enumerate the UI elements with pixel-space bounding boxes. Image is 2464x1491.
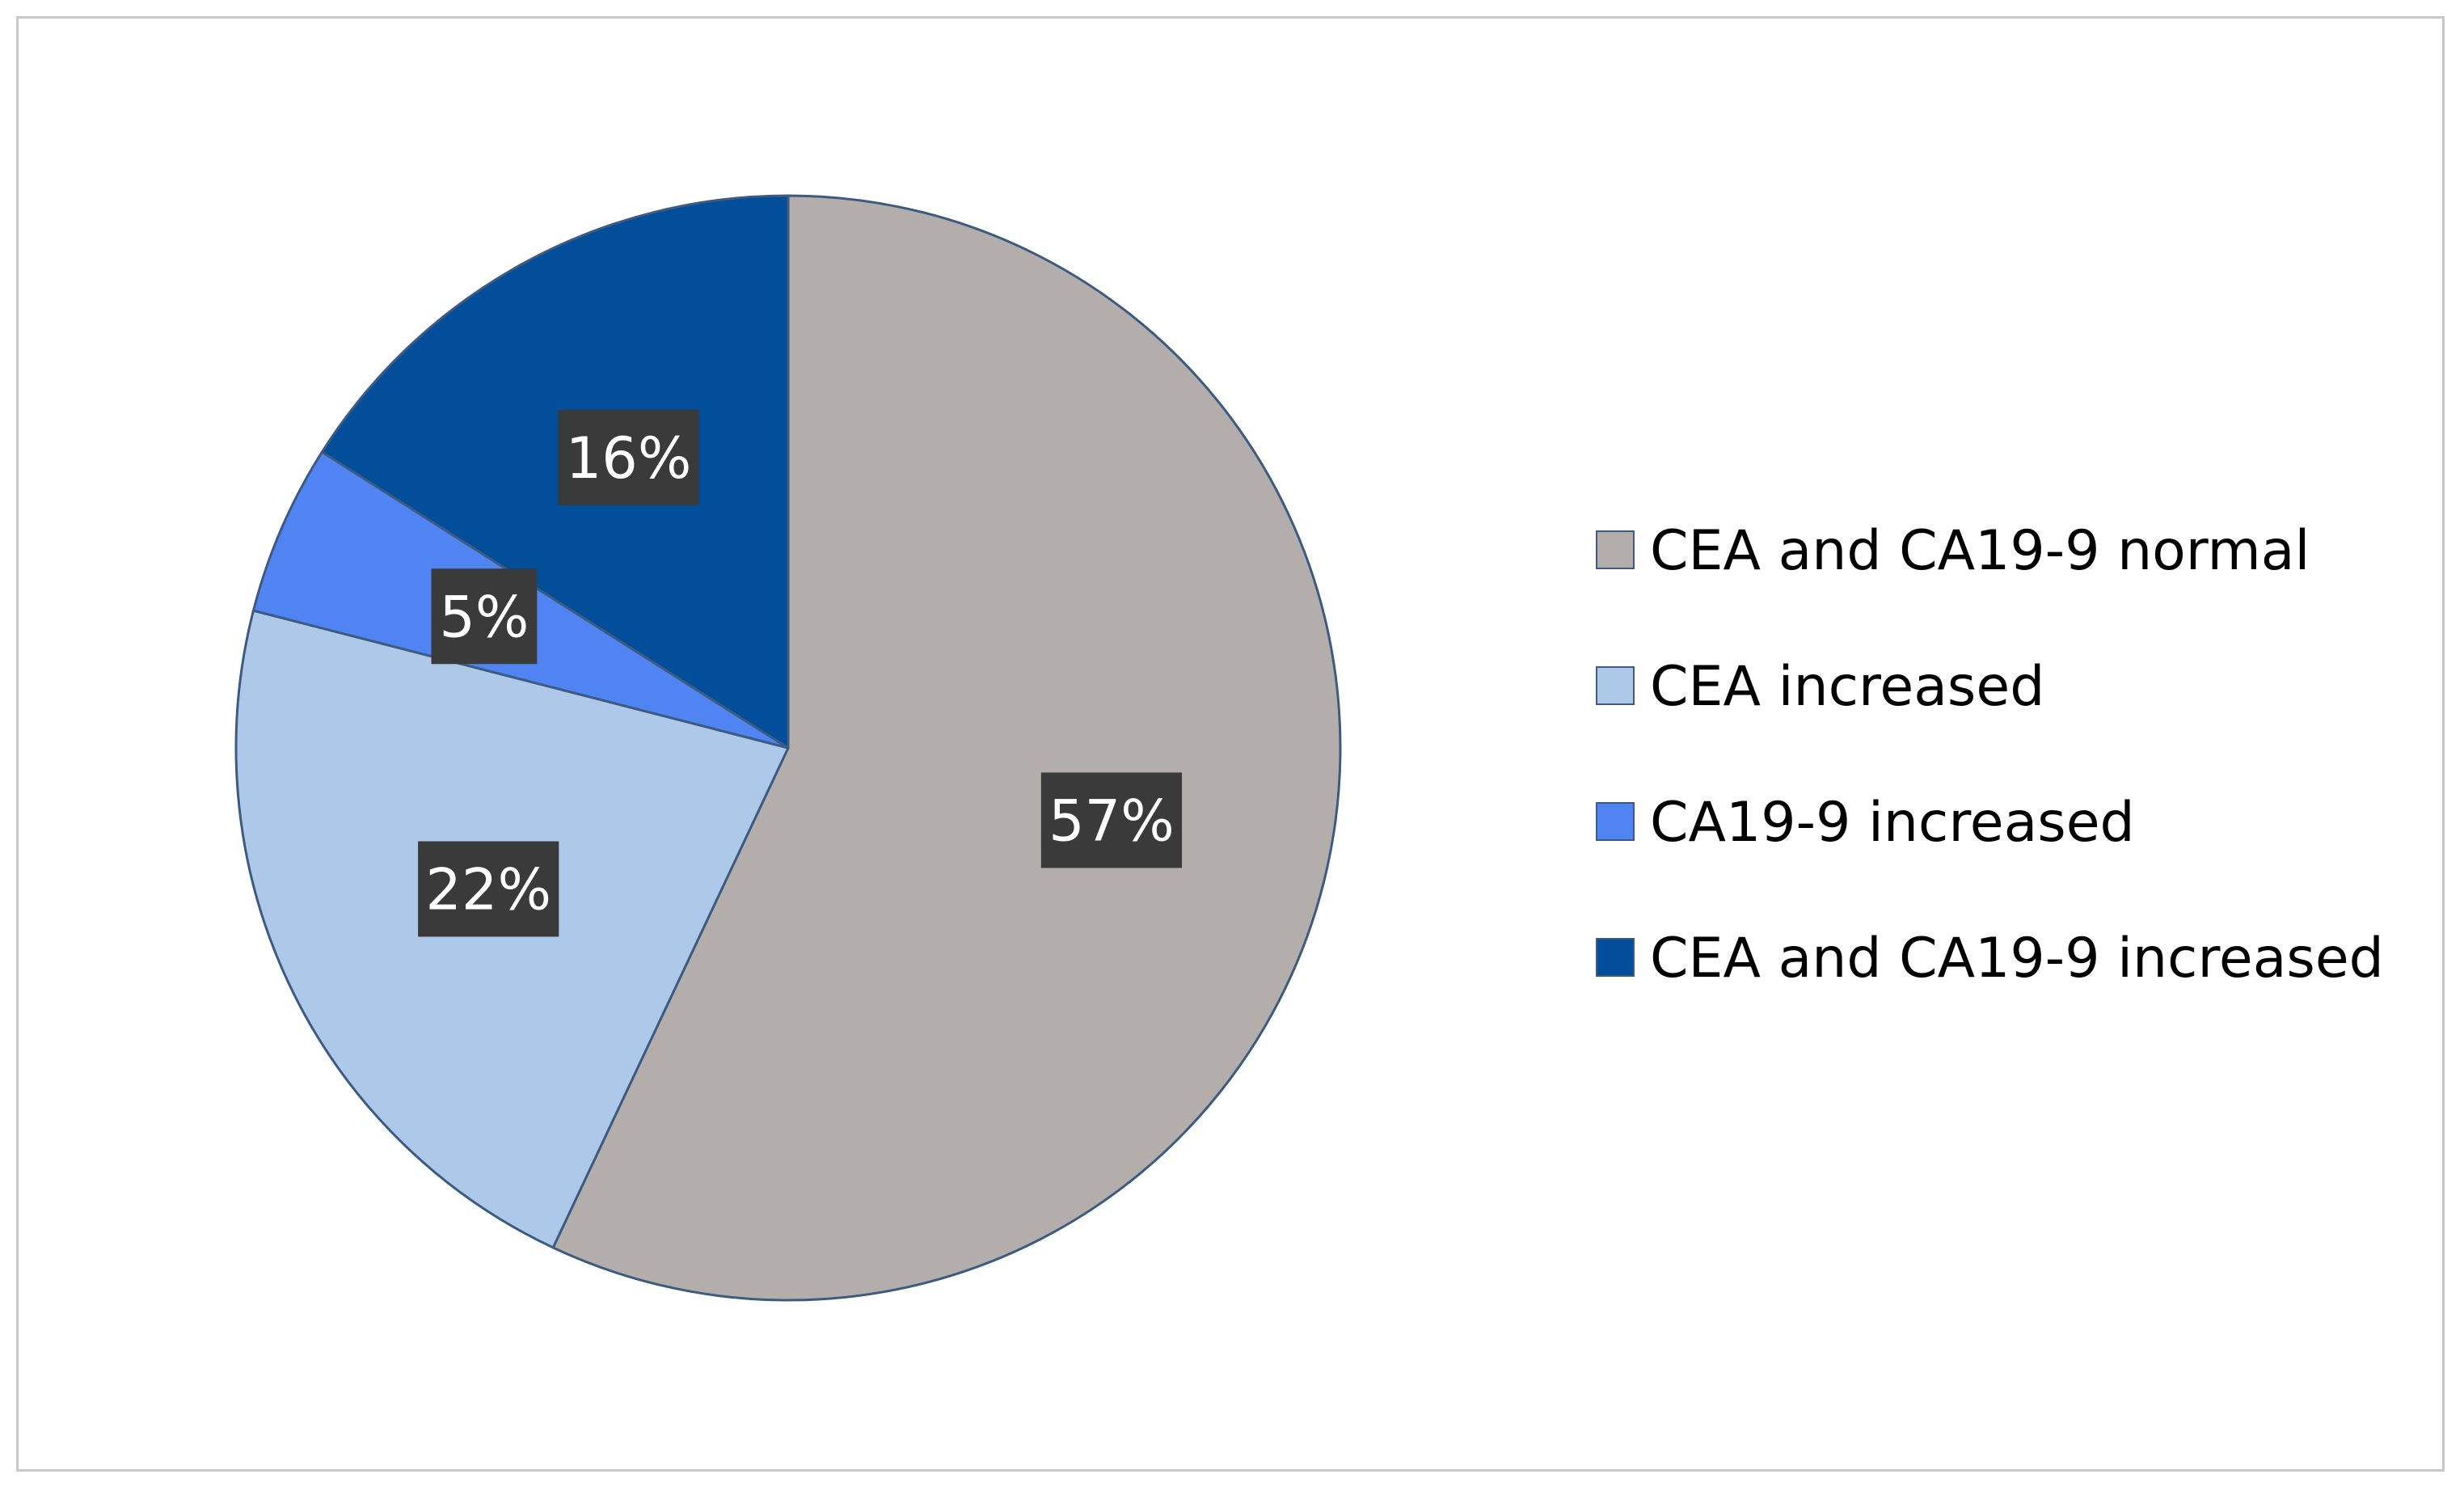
legend-item-cea-and-ca19-9-normal: CEA and CA19-9 normal [1596, 519, 2310, 583]
data-label-text: 16% [566, 425, 692, 492]
data-label-background [558, 409, 699, 505]
data-label-cea-and-ca19-9-increased: 16% [558, 409, 699, 505]
legend-swatch [1596, 666, 1635, 705]
legend-swatch [1596, 938, 1635, 977]
data-label-cea-increased: 22% [418, 841, 559, 937]
pie-slice-cea-and-ca19-9-normal [551, 194, 1342, 1302]
legend-label: CEA and CA19-9 increased [1650, 927, 2384, 990]
pie-slice-cea-and-ca19-9-increased [320, 194, 790, 750]
legend-label: CEA and CA19-9 normal [1650, 519, 2310, 583]
data-label-text: 22% [425, 857, 551, 923]
legend-label: CEA increased [1650, 655, 2044, 719]
legend-swatch [1596, 802, 1635, 841]
legend-swatch [1596, 530, 1635, 569]
data-label-text: 57% [1048, 788, 1175, 855]
legend-label: CA19-9 increased [1650, 791, 2135, 855]
legend: CEA and CA19-9 normal CEA increased CA19-9… [1596, 519, 2384, 990]
legend-item-ca19-9-increased: CA19-9 increased [1596, 791, 2135, 855]
data-label-background [431, 568, 538, 665]
data-label-background [1040, 772, 1183, 868]
data-label-text: 5% [439, 584, 529, 650]
legend-item-cea-and-ca19-9-increased: CEA and CA19-9 increased [1596, 927, 2384, 990]
data-label-background [418, 841, 559, 937]
pie-slices [234, 194, 1342, 1302]
data-label-cea-and-ca19-9-normal: 57% [1040, 772, 1183, 868]
pie-data-labels: 57% 22% 5% 16% [418, 409, 1183, 937]
legend-item-cea-increased: CEA increased [1596, 655, 2044, 719]
data-label-ca19-9-increased: 5% [431, 568, 538, 665]
